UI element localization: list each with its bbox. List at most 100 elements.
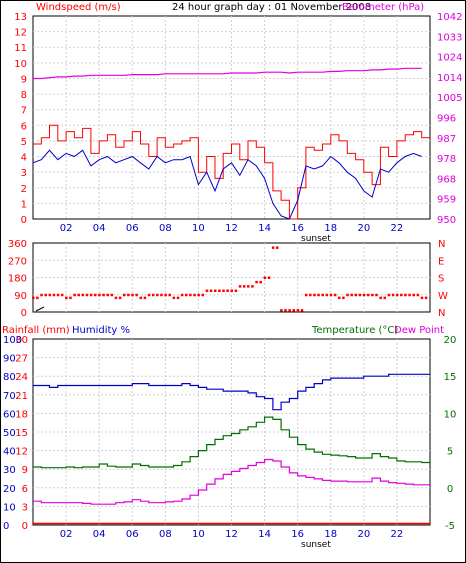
direction-point bbox=[271, 246, 275, 249]
direction-point bbox=[263, 276, 267, 279]
barometer-y-tick: 959 bbox=[437, 195, 456, 206]
direction-point bbox=[350, 293, 353, 297]
rainfall-y-tick: 18 bbox=[15, 409, 28, 420]
direction-point bbox=[325, 293, 329, 297]
temperature-x-tick: 08 bbox=[159, 529, 172, 540]
barometer-y-tick: 987 bbox=[437, 134, 456, 145]
direction-point bbox=[102, 293, 105, 297]
direction-point bbox=[412, 293, 415, 297]
wind-y-tick: 8 bbox=[21, 90, 27, 101]
direction-point bbox=[56, 293, 60, 297]
direction-point bbox=[147, 293, 151, 297]
direction-point bbox=[313, 293, 316, 297]
direction-point bbox=[280, 309, 283, 312]
wind-x-tick: 06 bbox=[126, 223, 139, 234]
direction-point bbox=[284, 309, 287, 312]
temperature-x-tick: 04 bbox=[93, 529, 106, 540]
direction-point bbox=[139, 296, 143, 300]
direction-point bbox=[185, 293, 188, 297]
direction-point bbox=[342, 296, 345, 300]
direction-point bbox=[81, 293, 85, 297]
rainfall-y-tick: 27 bbox=[15, 354, 28, 365]
direction-point bbox=[168, 293, 171, 297]
wind-y-tick: 7 bbox=[21, 106, 27, 117]
direction-point bbox=[251, 285, 254, 288]
wind-y-tick: 10 bbox=[14, 59, 27, 70]
direction-point bbox=[338, 296, 341, 300]
direction-point bbox=[160, 293, 163, 297]
temperature-grid bbox=[33, 339, 430, 525]
direction-point bbox=[230, 289, 233, 293]
direction-point bbox=[296, 309, 300, 312]
wind-y-tick: 1 bbox=[21, 199, 27, 210]
direction-point bbox=[408, 293, 411, 297]
direction-y-tick: 90 bbox=[14, 291, 27, 302]
wind-y-tick: 0 bbox=[21, 215, 27, 226]
direction-y-tick: 0 bbox=[21, 308, 27, 319]
direction-point bbox=[226, 289, 229, 293]
direction-point bbox=[383, 296, 387, 300]
temperature-x-tick: 06 bbox=[126, 529, 139, 540]
barometer-y-tick: 1024 bbox=[437, 53, 462, 64]
temperature-y-tick: 15 bbox=[444, 372, 457, 383]
direction-point bbox=[110, 293, 114, 297]
direction-point bbox=[189, 293, 192, 297]
direction-point bbox=[379, 296, 382, 300]
wind-axis-label: Windspeed (m/s) bbox=[36, 2, 121, 13]
direction-point bbox=[60, 293, 64, 297]
rainfall-y-tick: 21 bbox=[15, 391, 28, 402]
direction-compass-tick: S bbox=[438, 274, 444, 285]
direction-point bbox=[106, 293, 109, 297]
direction-start-marker bbox=[35, 306, 45, 312]
direction-point bbox=[131, 293, 134, 297]
direction-compass-tick: N bbox=[438, 239, 445, 250]
temperature-axis-label: Temperature (°C) bbox=[311, 325, 398, 336]
direction-point bbox=[73, 293, 76, 297]
wind-y-tick: 11 bbox=[14, 43, 27, 54]
humidity-line bbox=[33, 373, 430, 411]
direction-point bbox=[193, 293, 196, 297]
direction-compass-tick: E bbox=[438, 256, 444, 267]
humidity-y-tick: 10 bbox=[3, 502, 16, 513]
direction-point bbox=[176, 296, 180, 300]
direction-point bbox=[267, 276, 271, 279]
temperature-series bbox=[33, 373, 430, 525]
humidity-axis-label: Humidity % bbox=[72, 325, 130, 336]
temperature-x-tick: 14 bbox=[258, 529, 271, 540]
direction-point bbox=[333, 293, 337, 297]
wind-x-tick: 10 bbox=[192, 223, 205, 234]
axis-ticks: 0123456789101112139509599689789879961005… bbox=[3, 12, 462, 540]
direction-compass-tick: N bbox=[438, 308, 445, 319]
wind-y-tick: 12 bbox=[14, 28, 27, 39]
barometer-line bbox=[33, 67, 422, 80]
humidity-y-tick: 60 bbox=[3, 409, 16, 420]
temperature-x-tick: 20 bbox=[357, 529, 370, 540]
direction-point bbox=[201, 293, 205, 297]
temperature-x-tick: 10 bbox=[192, 529, 205, 540]
rainfall-y-tick: 15 bbox=[15, 428, 28, 439]
rainfall-y-tick: 30 bbox=[15, 335, 28, 346]
sunset-label-top: sunset bbox=[301, 234, 331, 244]
wind-average-line bbox=[32, 149, 422, 220]
direction-grid bbox=[33, 243, 430, 312]
rainfall-y-tick: 3 bbox=[22, 502, 28, 513]
rainfall-y-tick: 24 bbox=[15, 372, 28, 383]
direction-point bbox=[391, 293, 395, 297]
direction-point bbox=[358, 293, 362, 297]
temperature-x-tick: 16 bbox=[291, 529, 304, 540]
temperature-y-tick: 0 bbox=[447, 484, 453, 495]
direction-y-tick: 360 bbox=[8, 239, 27, 250]
wind-x-tick: 02 bbox=[60, 223, 73, 234]
direction-point bbox=[354, 293, 358, 297]
wind-y-tick: 9 bbox=[21, 74, 27, 85]
dewpoint-axis-label: Dew Point bbox=[394, 325, 444, 336]
barometer-y-tick: 1042 bbox=[437, 12, 462, 23]
direction-point bbox=[321, 293, 324, 297]
humidity-y-tick: 50 bbox=[3, 428, 16, 439]
direction-point bbox=[36, 296, 39, 300]
direction-point bbox=[164, 293, 167, 297]
direction-point bbox=[222, 289, 225, 293]
wind-y-tick: 3 bbox=[21, 168, 27, 179]
direction-point bbox=[259, 280, 262, 284]
